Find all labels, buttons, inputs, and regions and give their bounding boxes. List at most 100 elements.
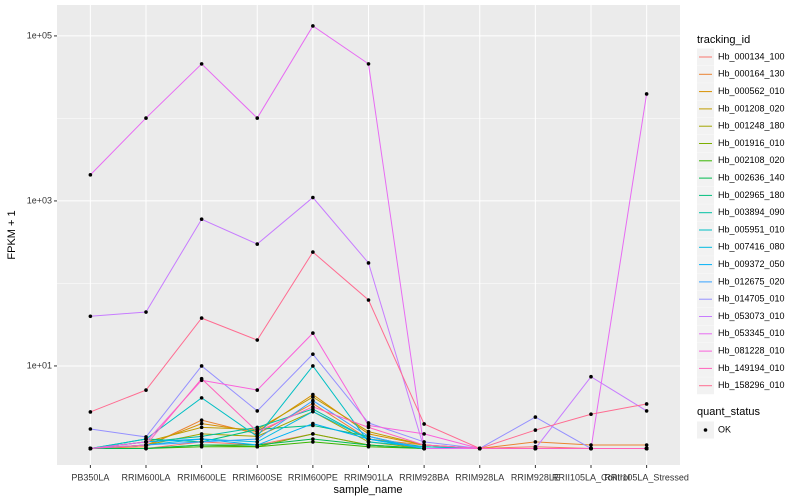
data-point xyxy=(199,425,204,430)
legend-label: Hb_009372_050 xyxy=(718,259,785,269)
data-point xyxy=(255,116,260,120)
data-point xyxy=(366,421,371,425)
data-point xyxy=(199,443,204,447)
data-point xyxy=(311,432,315,436)
x-tick-label: RRIM600PE xyxy=(288,472,338,482)
data-point xyxy=(366,62,371,66)
data-point xyxy=(589,443,593,447)
data-point xyxy=(255,443,260,447)
data-point xyxy=(644,446,649,451)
data-point xyxy=(311,250,315,254)
data-point xyxy=(422,432,426,436)
legend-title: tracking_id xyxy=(697,34,750,46)
data-point xyxy=(311,404,315,409)
data-point xyxy=(589,412,593,417)
data-point xyxy=(366,440,371,444)
legend-label: Hb_149194_010 xyxy=(718,363,785,373)
x-tick-label: PB350LA xyxy=(71,472,109,482)
data-point xyxy=(88,314,93,319)
data-point xyxy=(366,437,371,441)
data-point xyxy=(199,418,204,422)
data-point xyxy=(366,429,371,434)
data-point xyxy=(199,217,204,222)
data-point xyxy=(644,402,649,406)
grid xyxy=(57,5,680,465)
data-point xyxy=(644,92,649,96)
x-axis-title: sample_name xyxy=(333,484,402,496)
y-tick-label: 1e+03 xyxy=(27,195,52,205)
data-point xyxy=(144,116,148,120)
data-point xyxy=(533,428,538,432)
data-point xyxy=(144,440,148,444)
data-point xyxy=(88,410,93,414)
legend-label: Hb_053345_010 xyxy=(718,328,785,338)
points xyxy=(88,24,649,451)
legend-label: Hb_002108_020 xyxy=(718,155,785,165)
data-point xyxy=(255,434,260,439)
data-point xyxy=(533,440,538,444)
data-point xyxy=(199,62,204,66)
legend-label: Hb_001248_180 xyxy=(718,121,785,131)
legend-label: Hb_005951_010 xyxy=(718,224,785,234)
data-point xyxy=(199,434,204,439)
data-point xyxy=(422,446,426,451)
data-point xyxy=(199,440,204,444)
legend-label: Hb_081228_010 xyxy=(718,345,785,355)
data-point xyxy=(533,415,538,419)
data-point xyxy=(199,396,204,400)
data-point xyxy=(144,446,148,451)
data-point xyxy=(255,409,260,413)
data-point xyxy=(144,310,148,314)
data-point xyxy=(255,338,260,342)
data-point xyxy=(589,446,593,451)
data-point xyxy=(311,392,315,397)
legend-swatch xyxy=(703,428,708,432)
legend-label: Hb_001916_010 xyxy=(718,138,785,148)
legend-label: Hb_012675_020 xyxy=(718,276,785,286)
data-point xyxy=(644,443,649,447)
x-tick-label: RRIM928LA xyxy=(455,472,504,482)
legend-label: Hb_000134_100 xyxy=(718,51,785,61)
data-point xyxy=(311,195,315,200)
data-point xyxy=(311,421,315,426)
data-point xyxy=(366,434,371,439)
data-point xyxy=(255,440,260,444)
data-point xyxy=(255,242,260,246)
y-axis-title: FPKM + 1 xyxy=(6,210,18,259)
data-point xyxy=(311,395,315,399)
data-point xyxy=(311,364,315,368)
data-point xyxy=(311,440,315,444)
data-point xyxy=(88,446,93,451)
data-point xyxy=(199,421,204,426)
legend: tracking_id Hb_000134_100 Hb_000164_130 Hb_… xyxy=(697,34,785,439)
y-tick-label: 1e+05 xyxy=(27,30,52,40)
legend-title: quant_status xyxy=(697,406,760,418)
legend-label: Hb_158296_010 xyxy=(718,380,785,390)
data-point xyxy=(199,376,204,381)
data-point xyxy=(311,331,315,335)
data-point xyxy=(199,316,204,320)
data-point xyxy=(366,298,371,302)
data-point xyxy=(311,24,315,28)
data-point xyxy=(144,443,148,447)
legend-label: Hb_003894_090 xyxy=(718,207,785,217)
legend-label: Hb_014705_010 xyxy=(718,294,785,304)
data-point xyxy=(533,446,538,451)
data-point xyxy=(199,432,204,436)
data-point xyxy=(199,437,204,441)
x-tick-label: RRIM600LE xyxy=(177,472,226,482)
legend-label: Hb_000562_010 xyxy=(718,86,785,96)
data-point xyxy=(255,388,260,392)
legend-label: Hb_007416_080 xyxy=(718,242,785,252)
x-tick-label: RRII105LA_Control xyxy=(552,472,630,482)
data-point xyxy=(366,261,371,265)
x-tick-label: RRIM600SE xyxy=(232,472,282,482)
data-point xyxy=(311,352,315,356)
data-point xyxy=(144,388,148,392)
x-tick-label: RRIM928LE xyxy=(511,472,560,482)
data-point xyxy=(422,422,426,426)
data-point xyxy=(366,425,371,430)
legend-label: OK xyxy=(718,424,731,434)
data-point xyxy=(477,446,482,451)
